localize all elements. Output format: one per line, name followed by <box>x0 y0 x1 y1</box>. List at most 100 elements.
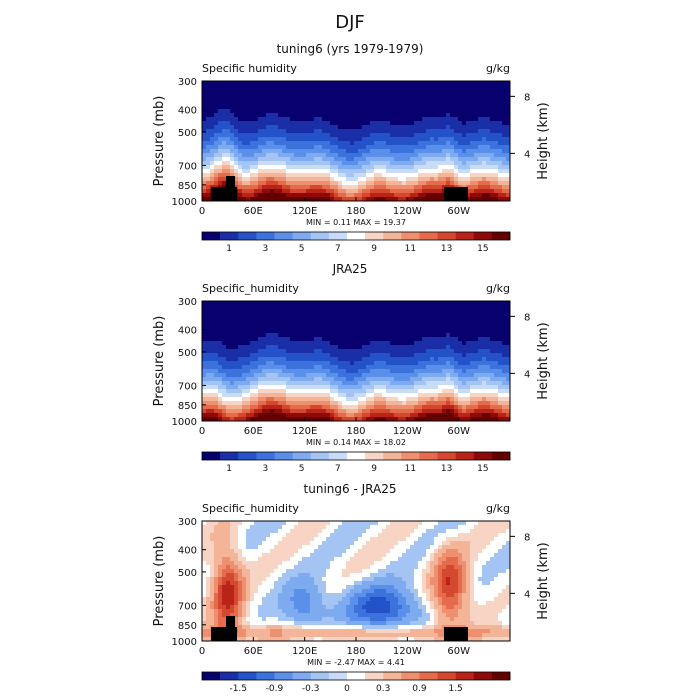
heatmap-cell <box>258 345 263 350</box>
heatmap-cell <box>442 365 447 370</box>
heatmap-cell <box>394 101 399 106</box>
heatmap-cell <box>286 385 291 390</box>
heatmap-cell <box>462 389 467 394</box>
heatmap-cell <box>206 197 211 201</box>
heatmap-cell <box>414 333 419 338</box>
heatmap-cell <box>214 369 219 374</box>
heatmap-cell <box>230 377 235 382</box>
heatmap-cell <box>202 133 207 138</box>
heatmap-cell <box>454 405 459 410</box>
heatmap-cell <box>474 181 479 186</box>
heatmap-cell <box>290 361 295 366</box>
heatmap-cell <box>378 97 383 102</box>
heatmap-cell <box>338 145 343 150</box>
heatmap-cell <box>370 157 375 162</box>
heatmap-cell <box>490 113 495 118</box>
heatmap-cell <box>286 529 291 534</box>
heatmap-cell <box>358 405 363 410</box>
heatmap-cell <box>458 133 463 138</box>
heatmap-cell <box>466 361 471 366</box>
heatmap-cell <box>270 373 275 378</box>
heatmap-cell <box>266 141 271 146</box>
heatmap-cell <box>326 357 331 362</box>
heatmap-cell <box>458 333 463 338</box>
heatmap-cell <box>390 97 395 102</box>
heatmap-cell <box>450 377 455 382</box>
heatmap-cell <box>334 357 339 362</box>
heatmap-cell <box>350 313 355 318</box>
heatmap-cell <box>358 101 363 106</box>
heatmap-cell <box>442 141 447 146</box>
heatmap-cell <box>478 317 483 322</box>
heatmap-cell <box>438 105 443 110</box>
heatmap-cell <box>422 305 427 310</box>
heatmap-cell <box>334 349 339 354</box>
heatmap-cell <box>438 337 443 342</box>
heatmap-cell <box>238 385 243 390</box>
heatmap-cell <box>394 401 399 406</box>
heatmap-cell <box>318 393 323 398</box>
heatmap-cell <box>330 161 335 166</box>
heatmap-cell <box>214 89 219 94</box>
heatmap-cell <box>206 189 211 194</box>
heatmap-cell <box>318 301 323 306</box>
heatmap-cell <box>258 101 263 106</box>
heatmap-cell <box>406 129 411 134</box>
heatmap-cell <box>202 89 207 94</box>
heatmap-cell <box>230 401 235 406</box>
heatmap-cell <box>378 365 383 370</box>
heatmap-cell <box>402 309 407 314</box>
heatmap-cell <box>406 529 411 534</box>
heatmap-cell <box>466 121 471 126</box>
heatmap-cell <box>390 417 395 421</box>
heatmap-cell <box>234 369 239 374</box>
heatmap-cell <box>202 129 207 134</box>
heatmap-cell <box>450 337 455 342</box>
heatmap-cell <box>422 313 427 318</box>
heatmap-cell <box>214 149 219 154</box>
heatmap-cell <box>478 177 483 182</box>
heatmap-cell <box>346 133 351 138</box>
heatmap-cell <box>322 349 327 354</box>
heatmap-cell <box>262 141 267 146</box>
heatmap-cell <box>278 329 283 334</box>
colorbar-tick-label: 1 <box>226 244 232 254</box>
heatmap-cell <box>422 361 427 366</box>
heatmap-cell <box>342 93 347 98</box>
heatmap-cell <box>262 345 267 350</box>
heatmap-cell <box>310 117 315 122</box>
heatmap-cell <box>318 105 323 110</box>
heatmap-cell <box>494 321 499 326</box>
heatmap-cell <box>402 353 407 358</box>
heatmap-cell <box>470 321 475 326</box>
heatmap-cell <box>314 397 319 402</box>
heatmap-cell <box>406 373 411 378</box>
heatmap-cell <box>390 133 395 138</box>
heatmap-cell <box>202 357 207 362</box>
heatmap-cell <box>298 105 303 110</box>
heatmap-cell <box>434 197 439 201</box>
heatmap-cell <box>354 377 359 382</box>
heatmap-cell <box>214 417 219 421</box>
heatmap-cell <box>358 157 363 162</box>
heatmap-cell <box>418 365 423 370</box>
heatmap-cell <box>370 81 375 86</box>
heatmap-cell <box>502 409 507 414</box>
heatmap-cell <box>218 81 223 86</box>
heatmap-cell <box>254 313 259 318</box>
heatmap-cell <box>506 113 510 118</box>
heatmap-cell <box>442 361 447 366</box>
heatmap-cell <box>206 389 211 394</box>
heatmap-cell <box>450 321 455 326</box>
heatmap-cell <box>302 149 307 154</box>
heatmap-cell <box>474 329 479 334</box>
heatmap-cell <box>394 105 399 110</box>
heatmap-cell <box>462 385 467 390</box>
heatmap-cell <box>242 377 247 382</box>
heatmap-cell <box>314 361 319 366</box>
heatmap-cell <box>418 193 423 198</box>
heatmap-cell <box>222 301 227 306</box>
heatmap-cell <box>474 149 479 154</box>
heatmap-cell <box>438 109 443 114</box>
heatmap-cell <box>442 521 447 526</box>
